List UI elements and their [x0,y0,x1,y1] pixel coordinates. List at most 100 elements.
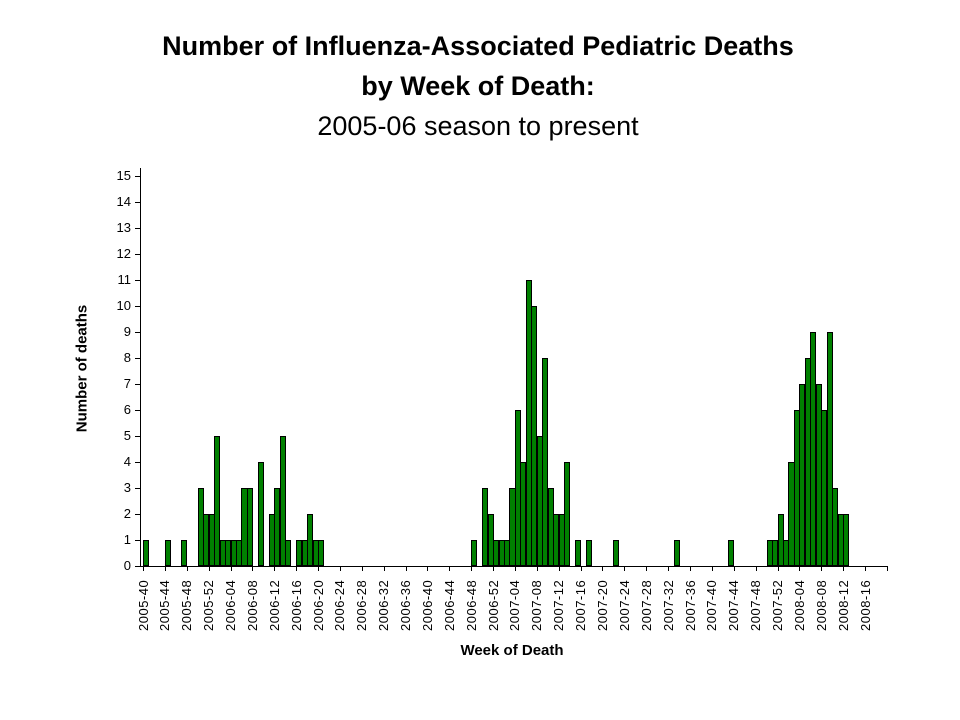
x-tick-31 [821,566,823,571]
x-tick-label-2008-12: 2008-12 [835,579,851,631]
x-tick-20 [580,566,582,571]
x-tick-label-2008-08: 2008-08 [813,579,829,631]
y-tick-label-6: 6 [123,402,131,417]
x-tick-22 [624,566,626,571]
x-tick-33 [865,566,867,571]
x-tick-29 [777,566,779,571]
x-tick-label-2007-04: 2007-04 [507,579,523,631]
x-tick-26 [711,566,713,571]
y-tick-label-1: 1 [123,532,131,547]
x-tick-label-2007-08: 2007-08 [529,579,545,631]
x-tick-27 [733,566,735,571]
x-tick-21 [602,566,604,571]
x-tick-label-2007-24: 2007-24 [616,579,632,631]
bar-2005-44 [164,540,171,566]
x-tick-label-2006-40: 2006-40 [419,579,435,631]
y-tick-11 [135,280,140,281]
y-tick-label-7: 7 [123,376,131,391]
y-tick-3 [135,488,140,489]
x-tick-label-2007-48: 2007-48 [748,579,764,631]
x-axis-title: Week of Death [460,642,564,659]
x-tick-label-2006-16: 2006-16 [288,579,304,631]
chart-title-line1: Number of Influenza-Associated Pediatric… [162,31,794,61]
x-tick-0 [143,566,144,571]
x-tick-10 [361,566,363,571]
x-tick-4 [230,566,232,571]
x-tick-label-2006-24: 2006-24 [332,579,348,631]
y-tick-label-0: 0 [123,558,131,573]
x-tick-label-2007-28: 2007-28 [638,579,654,631]
bar-2006-20 [318,540,325,566]
x-axis-line [140,566,887,567]
bar-2007-13 [564,462,571,566]
y-tick-label-8: 8 [123,350,131,365]
x-tick-label-2008-04: 2008-04 [791,579,807,631]
x-tick-6 [274,566,276,571]
bar-2007-09 [542,358,549,566]
y-tick-5 [135,436,140,437]
y-tick-label-2: 2 [123,506,131,521]
x-tick-label-2006-12: 2006-12 [266,579,282,631]
x-tick-label-2006-04: 2006-04 [223,579,239,631]
x-tick-label-2006-08: 2006-08 [244,579,260,631]
x-tick-28 [755,566,757,571]
y-tick-15 [135,176,140,177]
bar-2006-14 [285,540,292,566]
x-tick-label-2007-12: 2007-12 [551,579,567,631]
y-axis-line [140,168,141,567]
y-tick-9 [135,332,140,333]
x-tick-label-2005-48: 2005-48 [179,579,195,631]
y-tick-10 [135,306,140,307]
x-tick-label-2005-52: 2005-52 [201,579,217,631]
y-tick-label-4: 4 [123,454,131,469]
x-tick-label-2006-36: 2006-36 [398,579,414,631]
x-tick-3 [208,566,210,571]
x-tick-9 [339,566,341,571]
x-tick-label-2007-16: 2007-16 [573,579,589,631]
x-tick-19 [558,566,560,571]
x-tick-label-2007-40: 2007-40 [704,579,720,631]
x-tick-30 [799,566,801,571]
x-tick-label-2007-36: 2007-36 [682,579,698,631]
bar-2005-47 [181,540,188,566]
x-tick-13 [427,566,429,571]
x-tick-23 [646,566,648,571]
x-tick-label-2006-44: 2006-44 [441,579,457,631]
y-tick-label-15: 15 [116,168,131,183]
y-tick-label-3: 3 [123,480,131,495]
chart-title-line3: 2005-06 season to present [317,111,639,141]
x-tick-7 [296,566,298,571]
x-tick-12 [405,566,407,571]
x-tick-14 [449,566,451,571]
bar-2007-22 [613,540,620,566]
bar-2008-12 [843,514,850,566]
x-tick-8 [318,566,320,571]
y-tick-label-9: 9 [123,324,131,339]
bar-2006-13 [279,436,286,566]
y-tick-1 [135,540,140,541]
y-tick-label-11: 11 [117,272,132,287]
bar-2006-07 [246,488,253,566]
bar-2006-01 [214,436,221,566]
x-tick-label-2007-32: 2007-32 [660,579,676,631]
x-tick-label-2006-32: 2006-32 [376,579,392,631]
bar-2007-43 [728,540,735,566]
y-tick-label-14: 14 [116,194,131,209]
y-tick-7 [135,384,140,385]
x-tick-5 [252,566,254,571]
x-tick-label-2006-20: 2006-20 [310,579,326,631]
y-tick-label-10: 10 [116,298,131,313]
x-tick-label-2007-44: 2007-44 [726,579,742,631]
y-tick-14 [135,202,140,203]
y-tick-12 [135,254,140,255]
x-tick-label-2005-40: 2005-40 [135,579,151,631]
x-tick-32 [843,566,845,571]
x-tick-label-2005-44: 2005-44 [157,579,173,631]
x-tick-16 [493,566,495,571]
y-tick-label-12: 12 [116,246,131,261]
x-tick-label-2007-52: 2007-52 [770,579,786,631]
x-tick-11 [383,566,385,571]
x-tick-15 [471,566,473,571]
x-tick-18 [536,566,538,571]
